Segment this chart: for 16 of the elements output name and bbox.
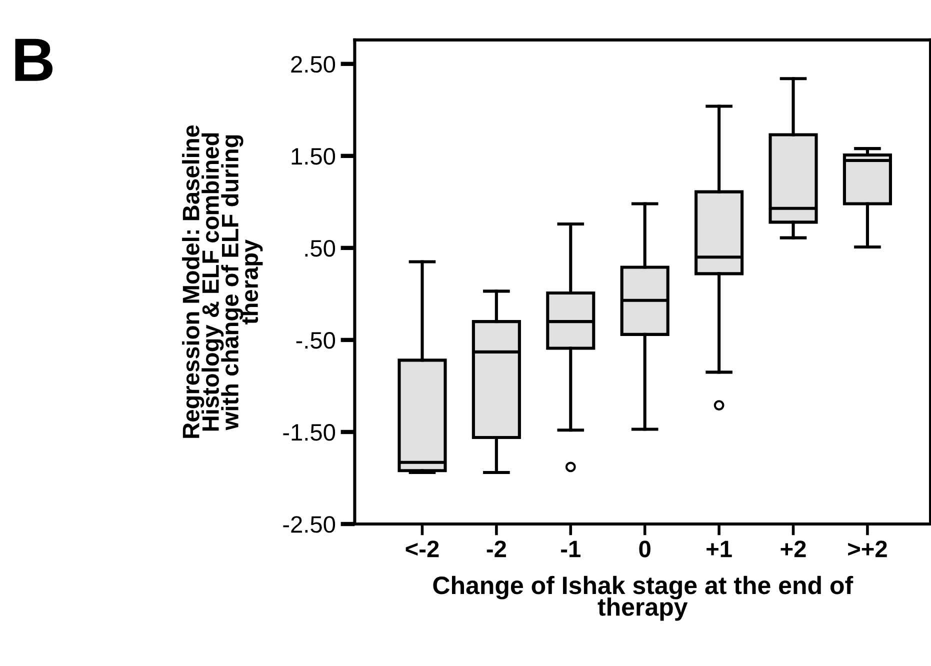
x-tick-label: <-2	[406, 540, 439, 558]
text: B	[15, 38, 53, 81]
y-tick-label: .50	[305, 240, 336, 257]
x-tick-label: -2	[486, 540, 506, 558]
y-tick-label: 1.50	[292, 148, 336, 165]
x-tick-label: 0	[639, 540, 650, 558]
x-axis-title: Change of Ishak stage at the end of therapy	[433, 576, 854, 621]
x-tick-label: >+2	[848, 540, 887, 558]
y-axis-title: Regression Model: Baseline Histology & ELF combined with change of ELF during therapy	[182, 125, 263, 438]
y-tick-label: -1.50	[283, 424, 336, 441]
y-tick-label: 2.50	[291, 56, 336, 73]
x-tick-label: +1	[706, 540, 732, 558]
x-tick-label: +2	[780, 540, 806, 558]
y-tick-label: -2.50	[283, 516, 336, 533]
x-tick-label: -1	[561, 540, 580, 558]
y-tick-label: -.50	[296, 332, 336, 349]
